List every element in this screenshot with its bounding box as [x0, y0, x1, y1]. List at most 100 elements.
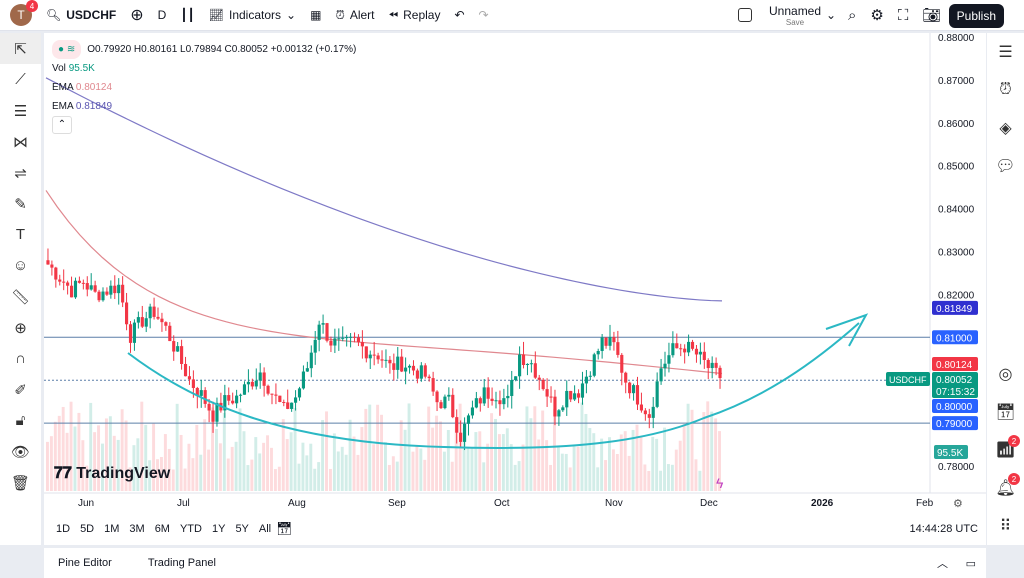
- candle: [584, 376, 588, 384]
- volume-bar: [277, 466, 281, 491]
- clock[interactable]: 14:44:28 UTC: [909, 523, 978, 535]
- eye-icon[interactable]: 👁︎: [10, 443, 31, 461]
- range-selector: 1D 5D 1M 3M 6M YTD 1Y 5Y All: [56, 523, 271, 535]
- undo-icon[interactable]: ↶: [454, 8, 465, 22]
- candle: [588, 375, 592, 377]
- candle: [356, 337, 361, 343]
- range-1m[interactable]: 1M: [104, 523, 120, 535]
- brush-icon[interactable]: ✎: [14, 195, 27, 213]
- fullscreen-icon[interactable]: ⛶: [897, 6, 909, 24]
- watchlist-icon[interactable]: ☰: [998, 44, 1013, 61]
- redo-icon[interactable]: ↷: [478, 8, 489, 22]
- indicators-button[interactable]: 📈︎ Indicators ⌄: [208, 8, 297, 22]
- volume-bar: [517, 461, 521, 491]
- volume-bar: [686, 403, 690, 491]
- range-5y[interactable]: 5Y: [235, 523, 249, 535]
- collapse-legend-button[interactable]: ⌃: [52, 116, 72, 134]
- volume-bar: [529, 418, 533, 491]
- fib-icon[interactable]: ☰: [13, 102, 28, 120]
- layers-icon[interactable]: ◈: [999, 120, 1012, 137]
- maximize-icon[interactable]: ▭: [965, 557, 976, 570]
- publish-button[interactable]: Publish: [948, 4, 1004, 28]
- apps-icon[interactable]: ⠿: [999, 518, 1012, 535]
- notifications-icon[interactable]: 🔔︎ 2: [987, 469, 1024, 507]
- range-ytd[interactable]: YTD: [179, 523, 202, 535]
- chat-icon[interactable]: 💬︎: [995, 158, 1016, 175]
- replay-button[interactable]: ⏪︎ Replay: [388, 7, 441, 23]
- date-range-icon[interactable]: 📅︎: [276, 521, 293, 536]
- candle: [50, 264, 54, 268]
- zoom-icon[interactable]: ⊕: [14, 319, 27, 337]
- candle: [702, 351, 706, 360]
- candle: [46, 260, 50, 265]
- candle: [647, 414, 651, 418]
- volume-bar: [230, 446, 234, 491]
- camera-icon[interactable]: 📷︎: [922, 7, 942, 24]
- volume-bar: [85, 465, 89, 491]
- ruler-icon[interactable]: 📏︎: [10, 288, 31, 306]
- stream-icon[interactable]: 📶︎ 2: [987, 431, 1024, 469]
- trend-line-icon[interactable]: ⟋: [15, 71, 26, 88]
- calendar-icon[interactable]: 📅︎: [995, 404, 1016, 421]
- cursor-icon[interactable]: ⇱: [0, 33, 41, 64]
- lock-drawing-icon[interactable]: ✐: [14, 381, 27, 399]
- candle: [462, 423, 467, 442]
- range-3m[interactable]: 3M: [129, 523, 145, 535]
- volume-bar: [46, 441, 49, 491]
- candle: [352, 336, 357, 338]
- volume-bar: [442, 451, 446, 491]
- alert-button[interactable]: ⏰︎ Alert: [335, 7, 375, 23]
- volume-bar: [682, 424, 686, 491]
- quick-search-icon[interactable]: ⌕: [848, 6, 857, 24]
- emoji-icon[interactable]: ☺: [12, 257, 29, 274]
- alerts-icon[interactable]: ⏰︎: [999, 81, 1012, 98]
- tradingview-logo: 𝟕𝟕 TradingView: [54, 465, 171, 482]
- candles-icon[interactable]: ┃┃: [180, 8, 195, 22]
- lock-icon[interactable]: 🔓︎: [15, 412, 26, 429]
- checkbox-icon: [738, 8, 752, 22]
- candle: [459, 432, 463, 442]
- tab-trading-panel[interactable]: Trading Panel: [147, 557, 216, 569]
- candle: [172, 341, 176, 352]
- volume-bar: [132, 445, 136, 491]
- collapse-icon[interactable]: ︿: [937, 558, 948, 570]
- range-all[interactable]: All: [258, 523, 272, 535]
- volume-bar: [93, 432, 97, 491]
- compare-icon[interactable]: ⊕: [130, 7, 144, 24]
- price-chart[interactable]: 0.88000 0.87000 0.86000 0.85000 0.84000 0.830…: [44, 33, 986, 545]
- chevron-down-icon: ⌄: [286, 8, 297, 22]
- candle: [490, 398, 494, 402]
- range-6m[interactable]: 6M: [154, 523, 170, 535]
- candle: [604, 337, 608, 346]
- target-icon[interactable]: ◎: [998, 366, 1013, 383]
- text-icon[interactable]: T: [15, 226, 26, 243]
- range-1y[interactable]: 1Y: [211, 523, 226, 535]
- candle: [521, 354, 526, 366]
- range-1d[interactable]: 1D: [56, 523, 71, 535]
- tab-pine-editor[interactable]: Pine Editor: [58, 557, 112, 569]
- chart-pane[interactable]: 0.88000 0.87000 0.86000 0.85000 0.84000 0.830…: [44, 33, 986, 545]
- candle: [187, 376, 192, 380]
- volume-bar: [57, 415, 61, 491]
- trash-icon[interactable]: 🗑︎: [10, 474, 31, 492]
- status-pill[interactable]: ● ≋: [52, 40, 82, 59]
- layouts-icon[interactable]: ▦: [310, 8, 322, 22]
- volume-bar: [380, 414, 383, 491]
- settings-icon[interactable]: ⚙: [870, 7, 884, 24]
- candle: [533, 363, 537, 378]
- forecast-icon[interactable]: ⇌: [14, 164, 27, 182]
- layout-save[interactable]: Unnamed Save ⌄: [738, 4, 836, 27]
- range-5d[interactable]: 5D: [80, 523, 95, 535]
- volume-bar: [525, 406, 529, 491]
- volume-bar: [163, 434, 167, 491]
- interval-button[interactable]: D: [157, 8, 167, 22]
- price-label: 0.80124: [936, 360, 973, 371]
- volume-bar: [167, 448, 171, 491]
- volume-bar: [340, 446, 344, 491]
- volume-bar: [556, 446, 560, 491]
- magnet-icon[interactable]: ∩: [15, 350, 26, 367]
- pattern-icon[interactable]: ⋈: [13, 133, 28, 151]
- symbol-search[interactable]: 🔍︎ USDCHF: [46, 8, 117, 22]
- volume-bar: [454, 421, 458, 491]
